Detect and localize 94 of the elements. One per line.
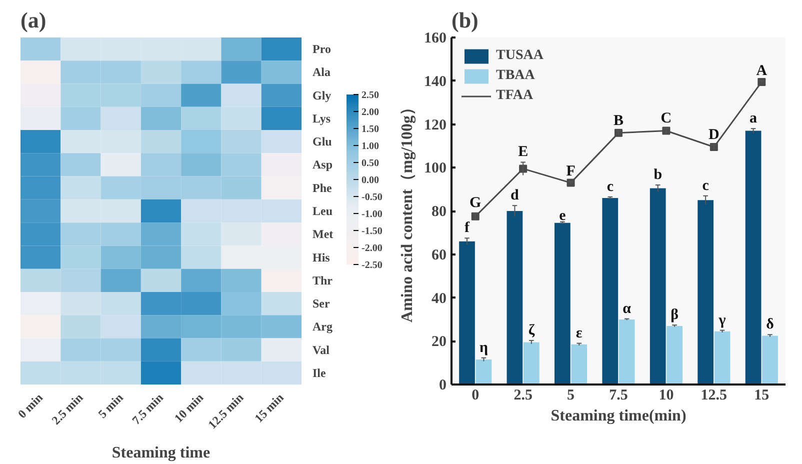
x-tick-label: 12.5 min	[205, 390, 246, 432]
color-bar-label: 1.00	[362, 141, 379, 152]
x-tick-label: 10 min	[171, 390, 206, 426]
y-tick-label: 120	[424, 117, 446, 134]
bar	[506, 211, 523, 384]
x-tick-label: 0 min	[15, 390, 46, 421]
color-bar-label: -1.00	[362, 209, 382, 220]
point	[758, 78, 766, 86]
y-tick-label: 80	[432, 204, 446, 220]
annotation: B	[614, 112, 624, 129]
bar	[762, 336, 778, 384]
annotation: D	[708, 126, 720, 143]
y-tick-label: Leu	[312, 204, 333, 218]
color-bar-label: -0.50	[362, 192, 382, 203]
annotation: F	[566, 164, 576, 180]
color-bar-label: -2.50	[362, 260, 382, 271]
y-tick-label: 40	[432, 290, 446, 307]
y-tick-label: Ala	[312, 65, 330, 80]
annotation: A	[756, 62, 768, 79]
bar	[602, 198, 618, 384]
y-tick-label: Asp	[312, 158, 333, 172]
x-tick-label: 2.5	[514, 388, 532, 404]
annotation: f	[464, 220, 471, 236]
annotation: ε	[576, 325, 583, 342]
point	[566, 178, 575, 187]
y-tick-label: 60	[432, 247, 446, 264]
y-tick-label: Thr	[312, 273, 334, 288]
x-axis-title: Steaming time(min)	[550, 408, 686, 424]
bar	[618, 319, 635, 384]
x-tick-label: 15 min	[252, 390, 287, 426]
y-tick-label: Arg	[312, 320, 332, 334]
bar	[476, 360, 492, 384]
bar	[554, 222, 570, 384]
y-tick-label: His	[312, 250, 330, 264]
y-tick-label: Gly	[312, 88, 332, 102]
bar	[650, 188, 666, 384]
legend-label: TBAA	[496, 68, 535, 84]
annotation: η	[479, 340, 488, 356]
annotation: b	[654, 166, 662, 183]
annotation: γ	[718, 312, 726, 328]
bar	[666, 326, 682, 384]
chart-title: (b)	[452, 8, 478, 32]
chart-title: (a)	[20, 8, 46, 32]
color-bar-label: 2.00	[362, 107, 379, 118]
x-tick-label: 0	[472, 388, 480, 404]
y-tick-label: Val	[312, 342, 330, 357]
y-tick-label: Ser	[312, 296, 330, 311]
y-tick-label: Ile	[312, 366, 327, 380]
bar	[714, 331, 730, 384]
bar	[571, 344, 588, 384]
color-bar-label: 0.00	[362, 175, 379, 186]
bar	[698, 200, 714, 384]
y-tick-label: Lys	[312, 111, 331, 126]
annotation: c	[606, 178, 614, 195]
x-tick-label: 5 min	[95, 390, 126, 421]
annotation: α	[622, 300, 632, 317]
x-tick-label: 10	[658, 388, 674, 404]
annotation: C	[660, 110, 672, 127]
x-tick-label: 2.5 min	[48, 390, 86, 428]
y-axis-title: Amino acid content（mg/100g）	[399, 99, 416, 323]
x-tick-label: 5	[567, 388, 575, 404]
color-bar-label: -2.00	[362, 243, 382, 254]
color-bar-label: 1.50	[362, 124, 379, 135]
annotation: δ	[766, 316, 774, 333]
x-tick-label: 7.5	[609, 388, 628, 404]
annotation: e	[559, 208, 566, 224]
y-tick-label: Phe	[312, 180, 333, 195]
annotation: E	[518, 144, 528, 160]
y-tick-label: 20	[432, 334, 446, 350]
bar	[459, 241, 475, 384]
bar	[745, 130, 762, 384]
x-tick-label: 7.5 min	[129, 390, 166, 428]
y-tick-label: 140	[424, 74, 446, 90]
annotation: d	[510, 188, 520, 204]
legend-label: TUSAA	[496, 48, 544, 64]
annotation: c	[702, 178, 710, 194]
x-tick-label: 12.5	[700, 388, 728, 404]
color-bar-label: 2.50	[362, 90, 379, 101]
y-tick-label: 100	[424, 160, 446, 177]
legend-label: TFAA	[496, 88, 534, 104]
color-bar-label: 0.50	[362, 158, 379, 169]
y-tick-label: Pro	[312, 42, 331, 56]
annotation: G	[470, 195, 482, 212]
color-bar-label: -1.50	[362, 226, 382, 237]
bar	[523, 342, 540, 384]
y-tick-label: Met	[312, 227, 334, 242]
annotation: a	[750, 110, 758, 127]
y-tick-label: 0	[439, 378, 446, 394]
y-tick-label: 160	[424, 30, 446, 46]
y-tick-label: Glu	[312, 134, 332, 149]
annotation: β	[670, 307, 679, 324]
x-axis-title: Steaming time	[112, 444, 210, 462]
x-tick-label: 15	[754, 388, 770, 404]
annotation: ζ	[528, 322, 536, 338]
